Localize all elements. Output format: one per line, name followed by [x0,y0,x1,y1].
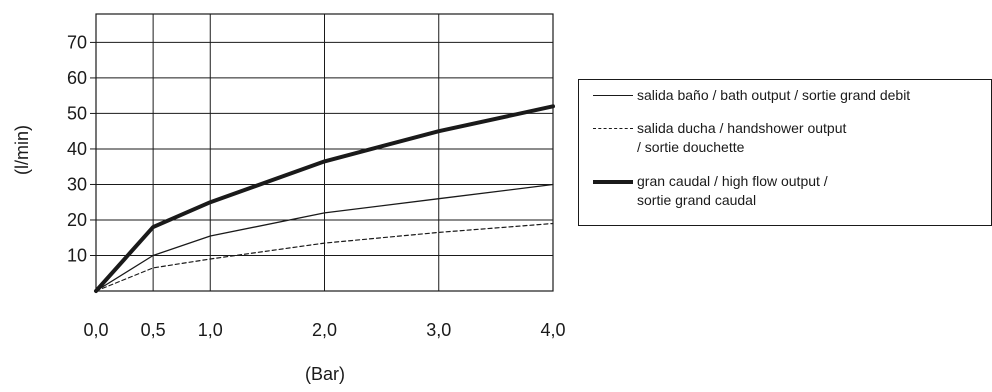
legend-item-handshower-output: salida ducha / handshower output / sorti… [593,119,846,157]
legend: salida baño / bath output / sortie grand… [578,79,992,226]
series-layer [94,104,555,293]
y-tick-label: 20 [67,210,87,230]
legend-label: salida baño / bath output / sortie grand… [637,87,911,103]
x-tick-label: 4,0 [540,320,565,340]
series-line-bold [94,104,555,293]
legend-swatch-bold [593,180,633,184]
y-tick-labels: 10 20 30 40 50 60 70 [67,32,87,265]
y-tick-label: 60 [67,68,87,88]
y-tick-label: 10 [67,245,87,265]
legend-label: gran caudal / high flow output / sortie … [637,173,828,208]
x-tick-label: 3,0 [426,320,451,340]
y-tick-label: 70 [67,32,87,52]
plot-frame [95,13,554,292]
y-tick-label: 50 [67,103,87,123]
legend-item-bath-output: salida baño / bath output / sortie grand… [593,86,910,105]
y-tick-label: 30 [67,174,87,194]
x-tick-label: 2,0 [312,320,337,340]
series-line-dashed [95,222,554,292]
y-axis-label: (l/min) [12,125,32,175]
legend-swatch-solid [593,95,633,96]
legend-label: salida ducha / handshower output / sorti… [637,120,847,155]
x-tick-label: 0,5 [141,320,166,340]
legend-item-high-flow-output: gran caudal / high flow output / sortie … [593,172,828,210]
x-axis-label: (Bar) [305,364,345,384]
x-tick-labels: 0,0 0,5 1,0 2,0 3,0 4,0 [83,320,565,340]
legend-swatch-dashed [593,128,633,129]
series-line-solid [95,183,554,292]
x-tick-label: 0,0 [83,320,108,340]
grid [90,14,553,291]
x-tick-label: 1,0 [198,320,223,340]
y-tick-label: 40 [67,139,87,159]
